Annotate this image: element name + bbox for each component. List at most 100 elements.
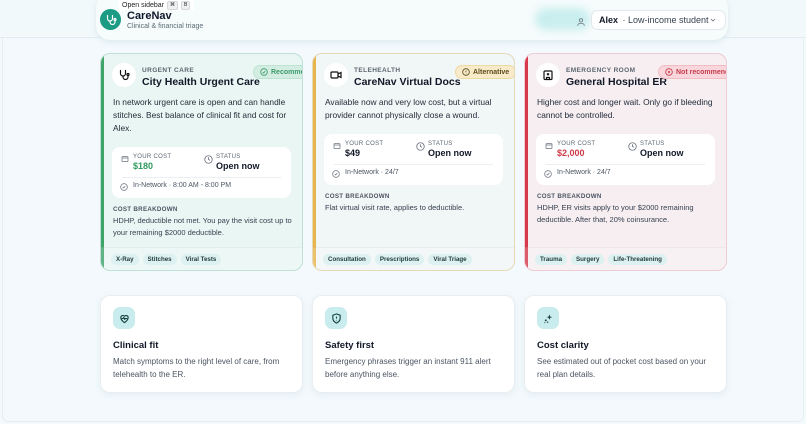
breakdown-text: Flat virtual visit rate, applies to dedu… [325, 203, 465, 212]
header-glow [535, 8, 590, 30]
video-icon [324, 63, 348, 87]
breakdown-label: COST BREAKDOWN [113, 206, 178, 213]
clock-icon [628, 142, 637, 151]
wallet-icon [545, 143, 553, 150]
feature-description: Emergency phrases trigger an instant 911… [325, 357, 491, 379]
stethoscope-icon [112, 63, 136, 87]
tag: Stitches [142, 253, 177, 265]
feature-title: Clinical fit [113, 340, 159, 351]
alternative-badge: Alternative [455, 65, 514, 79]
facility-name: City Health Urgent Care [142, 76, 260, 88]
sparkles-icon [537, 307, 559, 329]
divider [334, 164, 493, 165]
card-accent-stripe [525, 54, 528, 270]
service-tags: Consultation Prescriptions Viral Triage [313, 247, 514, 270]
cost-value: $2,000 [557, 148, 585, 158]
user-profile: Low-income student [628, 15, 709, 25]
tag: X-Ray [111, 253, 139, 265]
breakdown-text: HDHP, deductible not met. You pay the vi… [113, 216, 292, 237]
badge-label: Not recommende [676, 68, 726, 76]
tag: Viral Triage [428, 253, 472, 265]
status-value: Open now [216, 161, 260, 171]
status-label: STATUS [640, 141, 665, 147]
network-hours: In-Network · 24/7 [345, 169, 399, 176]
user-separator: · [620, 15, 629, 25]
x-circle-icon [665, 68, 673, 76]
check-badge-icon [544, 170, 552, 178]
kbd-b: B [181, 0, 191, 10]
tag: Surgery [571, 253, 605, 265]
tag: Trauma [535, 253, 568, 265]
card-description: Available now and very low cost, but a v… [325, 97, 492, 120]
check-circle-icon [260, 68, 268, 76]
badge-label: Alternative [473, 68, 510, 76]
network-hours: In-Network · 24/7 [557, 169, 611, 176]
cost-label: YOUR COST [345, 141, 384, 147]
app-name: CareNav [127, 10, 172, 22]
care-type: EMERGENCY ROOM [566, 67, 636, 74]
facility-name: CareNav Virtual Docs [354, 76, 461, 88]
tag: Consultation [323, 253, 371, 265]
card-description: In network urgent care is open and can h… [113, 97, 287, 133]
feature-title: Cost clarity [537, 340, 589, 351]
card-accent-stripe [101, 54, 104, 270]
care-type: TELEHEALTH [354, 67, 401, 74]
clock-icon [204, 155, 213, 164]
wallet-icon [333, 143, 341, 150]
breakdown-text: HDHP, ER visits apply to your $2000 rema… [537, 203, 694, 224]
status-label: STATUS [428, 141, 453, 147]
network-hours: In-Network · 8:00 AM - 8:00 PM [133, 182, 232, 189]
clock-icon [416, 142, 425, 151]
card-description: Higher cost and longer wait. Only go if … [537, 97, 713, 120]
cost-status-panel: YOUR COST $180 STATUS Open now In-Networ… [112, 147, 291, 198]
card-accent-stripe [313, 54, 316, 270]
tag: Life-Threatening [608, 253, 667, 265]
cost-status-panel: YOUR COST $49 STATUS Open now In-Network… [324, 134, 503, 185]
cost-status-panel: YOUR COST $2,000 STATUS Open now In-Netw… [536, 134, 715, 185]
cost-value: $49 [345, 148, 361, 158]
facility-name: General Hospital ER [566, 76, 667, 88]
tooltip-label: Open sidebar [122, 1, 165, 9]
feature-description: Match symptoms to the right level of car… [113, 357, 280, 379]
status-value: Open now [640, 148, 684, 158]
badge-label: Recommen [271, 68, 302, 76]
option-card-urgent-care[interactable]: URGENT CARE City Health Urgent Care Reco… [100, 53, 303, 271]
cost-label: YOUR COST [133, 154, 172, 160]
tag: Viral Tests [180, 253, 222, 265]
status-value: Open now [428, 148, 472, 158]
divider [122, 177, 281, 178]
breakdown-label: COST BREAKDOWN [325, 193, 390, 200]
status-label: STATUS [216, 154, 241, 160]
feature-card-safety-first: Safety first Emergency phrases trigger a… [312, 295, 515, 393]
recommended-badge: Recommen [253, 65, 302, 79]
info-circle-icon [462, 68, 470, 76]
open-sidebar-tooltip: Open sidebar ⌘ B [118, 0, 195, 10]
chevron-down-icon [709, 16, 717, 26]
feature-card-clinical-fit: Clinical fit Match symptoms to the right… [100, 295, 303, 393]
service-tags: Trauma Surgery Life-Threatening [525, 247, 726, 270]
stethoscope-logo-icon[interactable] [100, 9, 121, 30]
cost-label: YOUR COST [557, 141, 596, 147]
hospital-icon [536, 63, 560, 87]
user-profile-select[interactable]: Alex · Low-income student [591, 10, 726, 30]
app-subtitle: Clinical & financial triage [127, 23, 204, 30]
feature-title: Safety first [325, 340, 375, 351]
care-type: URGENT CARE [142, 67, 195, 74]
check-badge-icon [120, 183, 128, 191]
user-name: Alex [599, 15, 619, 25]
divider [546, 164, 705, 165]
option-card-emergency-room[interactable]: EMERGENCY ROOM General Hospital ER Not r… [524, 53, 727, 271]
not-recommended-badge: Not recommende [658, 65, 726, 79]
tag: Prescriptions [374, 253, 425, 265]
kbd-cmd: ⌘ [167, 0, 179, 10]
feature-card-cost-clarity: Cost clarity See estimated out of pocket… [524, 295, 727, 393]
check-badge-icon [332, 170, 340, 178]
option-card-telehealth[interactable]: TELEHEALTH CareNav Virtual Docs Alternat… [312, 53, 515, 271]
heart-pulse-icon [113, 307, 135, 329]
shield-alert-icon [325, 307, 347, 329]
feature-description: See estimated out of pocket cost based o… [537, 357, 706, 379]
user-icon [576, 14, 586, 32]
breakdown-label: COST BREAKDOWN [537, 193, 602, 200]
cost-value: $180 [133, 161, 154, 171]
service-tags: X-Ray Stitches Viral Tests [101, 247, 302, 270]
